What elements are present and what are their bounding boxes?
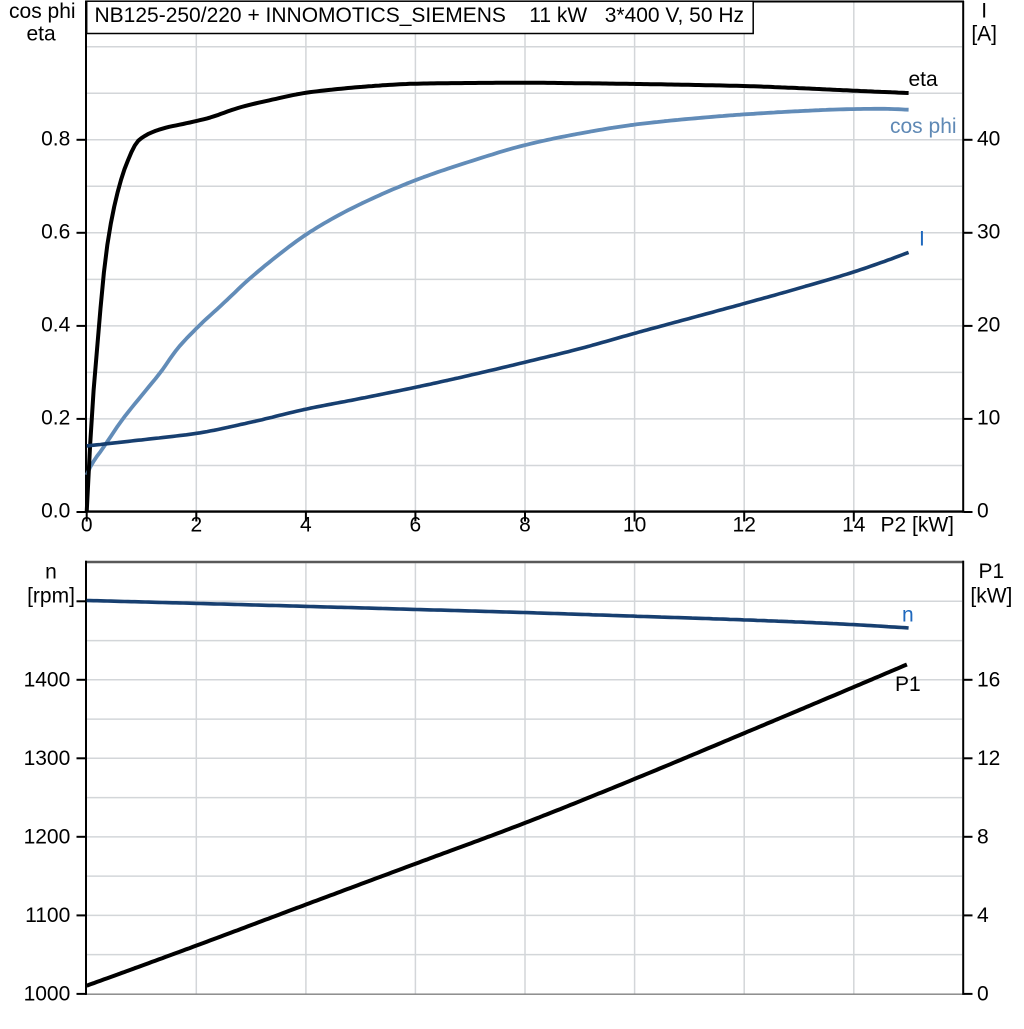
svg-text:0.2: 0.2 xyxy=(41,407,70,430)
svg-text:1000: 1000 xyxy=(24,983,71,1006)
svg-text:eta: eta xyxy=(909,68,939,91)
svg-text:P2 [kW]: P2 [kW] xyxy=(881,514,955,537)
svg-text:cos phi: cos phi xyxy=(9,0,76,23)
svg-text:6: 6 xyxy=(410,514,422,537)
svg-text:P1: P1 xyxy=(979,560,1005,583)
svg-text:4: 4 xyxy=(300,514,312,537)
svg-text:14: 14 xyxy=(842,514,866,537)
svg-text:1100: 1100 xyxy=(25,904,70,927)
svg-text:I: I xyxy=(981,0,987,23)
svg-text:eta: eta xyxy=(26,23,56,46)
svg-text:2: 2 xyxy=(190,514,202,537)
svg-text:0.0: 0.0 xyxy=(41,500,70,523)
svg-text:P1: P1 xyxy=(895,673,921,696)
svg-text:[A]: [A] xyxy=(971,22,997,45)
svg-text:12: 12 xyxy=(977,747,1000,770)
svg-text:NB125-250/220 + INNOMOTICS_SIE: NB125-250/220 + INNOMOTICS_SIEMENS 11 kW… xyxy=(95,4,745,27)
svg-text:40: 40 xyxy=(977,127,1000,150)
svg-text:0: 0 xyxy=(81,514,93,537)
svg-text:0: 0 xyxy=(977,983,989,1006)
svg-text:8: 8 xyxy=(519,514,531,537)
svg-text:n: n xyxy=(45,560,57,583)
svg-text:[rpm]: [rpm] xyxy=(27,584,75,607)
svg-text:1400: 1400 xyxy=(24,668,71,691)
svg-text:10: 10 xyxy=(623,514,646,537)
svg-text:0.6: 0.6 xyxy=(41,220,70,243)
svg-text:16: 16 xyxy=(977,668,1000,691)
svg-text:1300: 1300 xyxy=(24,747,71,770)
svg-text:8: 8 xyxy=(977,825,989,848)
svg-text:4: 4 xyxy=(977,904,989,927)
svg-text:1200: 1200 xyxy=(24,825,71,848)
svg-text:I: I xyxy=(919,228,925,251)
svg-text:cos phi: cos phi xyxy=(890,115,957,138)
svg-text:0.4: 0.4 xyxy=(41,314,71,337)
svg-text:n: n xyxy=(902,603,914,626)
svg-text:0.8: 0.8 xyxy=(41,127,70,150)
svg-text:[kW]: [kW] xyxy=(970,585,1012,608)
svg-text:20: 20 xyxy=(977,314,1000,337)
svg-text:12: 12 xyxy=(733,514,756,537)
svg-text:30: 30 xyxy=(977,220,1000,243)
svg-text:0: 0 xyxy=(977,500,989,523)
svg-text:10: 10 xyxy=(977,407,1000,430)
